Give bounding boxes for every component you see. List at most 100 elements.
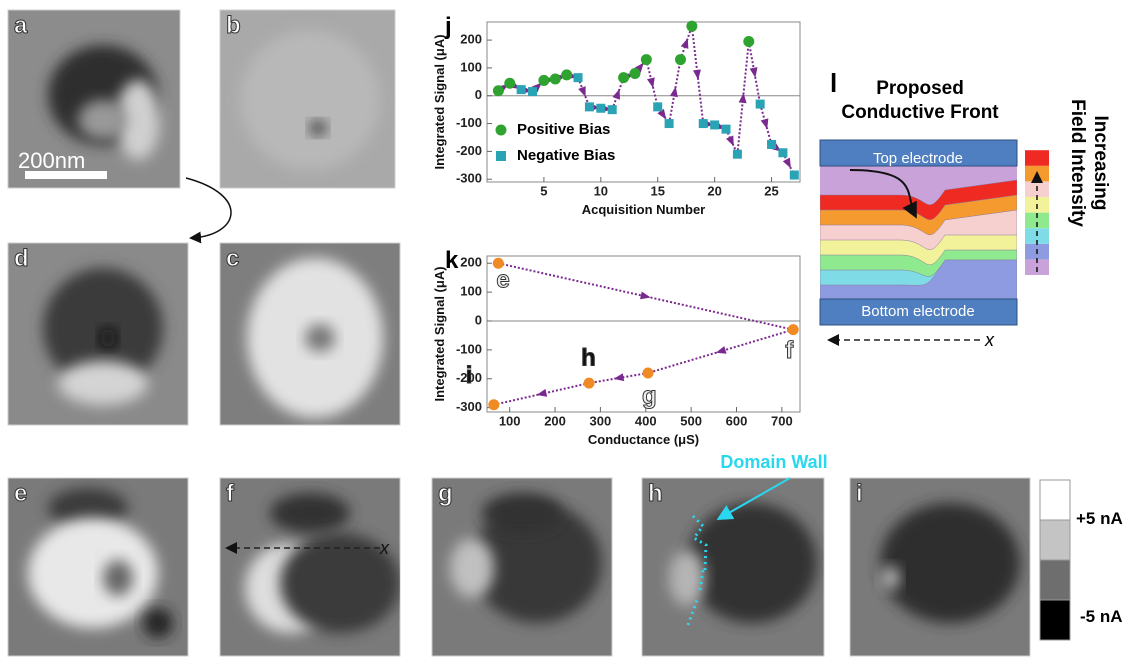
point-label: h: [581, 344, 596, 371]
panel-letter: k: [445, 247, 459, 274]
scale-bar-label: 200nm: [18, 148, 85, 173]
x-tick-label: 500: [680, 413, 702, 428]
blob: [450, 538, 494, 598]
point: [584, 378, 595, 389]
panel-letter: c: [226, 245, 239, 272]
panel-letter: a: [14, 12, 28, 39]
y-tick-label: 100: [460, 59, 482, 74]
x-tick-label: 600: [726, 413, 748, 428]
y-tick-label: 200: [460, 32, 482, 47]
x-tick-label: 20: [707, 183, 721, 198]
blob: [880, 566, 900, 590]
y-tick-label: -100: [456, 115, 482, 130]
y-tick-label: 0: [475, 87, 482, 102]
panel-letter: f: [226, 480, 235, 507]
charts: -300-200-1000100200510152025Acquisition …: [432, 13, 800, 447]
blob: [240, 30, 380, 170]
point: [538, 75, 549, 86]
point-label: i: [466, 362, 473, 389]
point: [493, 85, 504, 96]
x-axis-label: Conductance (μS): [588, 432, 699, 447]
image-content: [240, 30, 380, 170]
point: [788, 324, 799, 335]
legend-marker: [496, 125, 507, 136]
point: [608, 105, 617, 114]
point: [618, 72, 629, 83]
colorbar: [1040, 480, 1070, 640]
x-tick-label: 25: [764, 183, 778, 198]
point: [561, 69, 572, 80]
point: [550, 74, 561, 85]
schematic: [820, 140, 1049, 325]
point: [517, 85, 526, 94]
field-legend: Field Intensity: [1067, 99, 1088, 227]
blob: [28, 518, 158, 628]
schematic-axis: x: [984, 330, 995, 350]
point: [686, 21, 697, 32]
point: [710, 120, 719, 129]
figure: abdcefghi 200nm x Domain Wall +5 nA -5 n…: [0, 0, 1129, 661]
layers: [820, 155, 1017, 305]
point: [596, 104, 605, 113]
image-panel: i: [850, 478, 1030, 656]
y-tick-label: -200: [456, 143, 482, 158]
image-content: [247, 258, 383, 418]
x-tick-label: 100: [499, 413, 521, 428]
y-tick-label: -300: [456, 171, 482, 186]
panel-letter: j: [444, 13, 452, 40]
point-label: e: [496, 267, 509, 294]
image-panel: g: [432, 478, 612, 656]
point: [790, 171, 799, 180]
image-panel: f: [220, 478, 400, 656]
panel-letter: g: [438, 480, 453, 507]
blob: [880, 503, 1020, 623]
image-panel: e: [8, 478, 188, 656]
image-content: [43, 268, 163, 405]
point: [641, 54, 652, 65]
point: [574, 73, 583, 82]
panel-letter: h: [648, 480, 663, 507]
point: [767, 140, 776, 149]
panel-letter: l: [830, 68, 837, 98]
point: [756, 100, 765, 109]
y-axis-label: Integrated Signal (μA): [432, 34, 447, 169]
point: [665, 119, 674, 128]
blob: [270, 493, 350, 533]
blob: [100, 328, 116, 348]
point: [643, 368, 654, 379]
y-axis-label: Integrated Signal (μA): [432, 266, 447, 401]
x-tick-label: 400: [635, 413, 657, 428]
x-axis-label: Acquisition Number: [582, 202, 706, 217]
point: [778, 148, 787, 157]
x-tick-label: 700: [771, 413, 793, 428]
blob: [310, 121, 326, 135]
intensity-swatch: [1025, 150, 1049, 166]
image-panel: c: [220, 243, 400, 425]
electrode-label: Bottom electrode: [861, 303, 974, 320]
blob: [103, 560, 133, 596]
point: [699, 119, 708, 128]
point: [722, 125, 731, 134]
panel-letter: e: [14, 480, 27, 507]
blob: [482, 493, 562, 533]
y-tick-label: 200: [460, 255, 482, 270]
colorbar-max: +5 nA: [1076, 509, 1123, 528]
blob: [305, 324, 335, 352]
x-tick-label: 15: [650, 183, 664, 198]
point-label: f: [785, 337, 794, 364]
legend-label: Negative Bias: [517, 147, 615, 164]
point: [488, 399, 499, 410]
y-tick-label: 100: [460, 284, 482, 299]
point: [629, 68, 640, 79]
blob: [669, 550, 705, 606]
y-tick-label: -300: [456, 399, 482, 414]
blob: [143, 608, 173, 638]
legend-marker: [496, 151, 506, 161]
image-panel: b: [220, 10, 395, 188]
electrode-label: Top electrode: [873, 150, 963, 167]
x-tick-label: 300: [590, 413, 612, 428]
image-panel: d: [8, 243, 188, 425]
image-panel: h: [642, 478, 824, 656]
legend-label: Positive Bias: [517, 121, 610, 138]
point: [733, 150, 742, 159]
